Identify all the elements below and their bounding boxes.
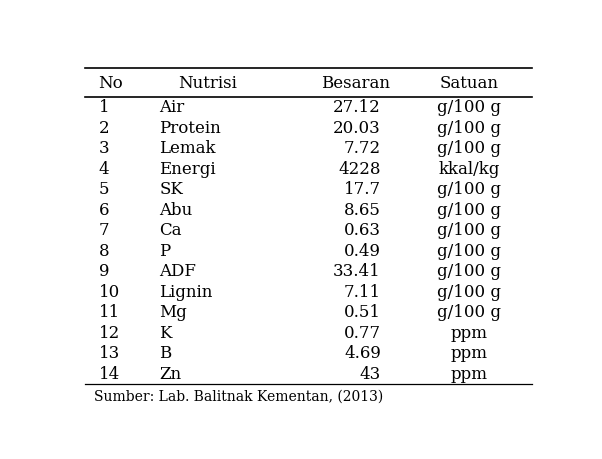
Text: Air: Air bbox=[159, 99, 184, 116]
Text: Satuan: Satuan bbox=[440, 75, 499, 92]
Text: 0.63: 0.63 bbox=[344, 222, 381, 239]
Text: 7.11: 7.11 bbox=[344, 283, 381, 300]
Text: 8: 8 bbox=[99, 242, 109, 259]
Text: Protein: Protein bbox=[159, 120, 221, 137]
Text: Nutrisi: Nutrisi bbox=[178, 75, 237, 92]
Text: 4: 4 bbox=[99, 161, 109, 178]
Text: g/100 g: g/100 g bbox=[438, 222, 501, 239]
Text: 13: 13 bbox=[99, 345, 120, 362]
Text: 6: 6 bbox=[99, 202, 109, 218]
Text: 27.12: 27.12 bbox=[333, 99, 381, 116]
Text: 33.41: 33.41 bbox=[333, 263, 381, 280]
Text: g/100 g: g/100 g bbox=[438, 304, 501, 321]
Text: Mg: Mg bbox=[159, 304, 187, 321]
Text: 2: 2 bbox=[99, 120, 109, 137]
Text: 0.77: 0.77 bbox=[344, 324, 381, 341]
Text: K: K bbox=[159, 324, 172, 341]
Text: ppm: ppm bbox=[451, 365, 488, 382]
Text: 17.7: 17.7 bbox=[344, 181, 381, 198]
Text: P: P bbox=[159, 242, 170, 259]
Text: Energi: Energi bbox=[159, 161, 216, 178]
Text: g/100 g: g/100 g bbox=[438, 140, 501, 157]
Text: 4228: 4228 bbox=[338, 161, 381, 178]
Text: ppm: ppm bbox=[451, 345, 488, 362]
Text: 43: 43 bbox=[359, 365, 381, 382]
Text: g/100 g: g/100 g bbox=[438, 99, 501, 116]
Text: 4.69: 4.69 bbox=[344, 345, 381, 362]
Text: Besaran: Besaran bbox=[321, 75, 389, 92]
Text: g/100 g: g/100 g bbox=[438, 202, 501, 218]
Text: 0.51: 0.51 bbox=[344, 304, 381, 321]
Text: 20.03: 20.03 bbox=[333, 120, 381, 137]
Text: kkal/kg: kkal/kg bbox=[439, 161, 500, 178]
Text: 7.72: 7.72 bbox=[344, 140, 381, 157]
Text: 11: 11 bbox=[99, 304, 120, 321]
Text: 12: 12 bbox=[99, 324, 120, 341]
Text: 7: 7 bbox=[99, 222, 109, 239]
Text: Sumber: Lab. Balitnak Kementan, (2013): Sumber: Lab. Balitnak Kementan, (2013) bbox=[94, 389, 383, 403]
Text: SK: SK bbox=[159, 181, 183, 198]
Text: 3: 3 bbox=[99, 140, 109, 157]
Text: 0.49: 0.49 bbox=[344, 242, 381, 259]
Text: g/100 g: g/100 g bbox=[438, 242, 501, 259]
Text: ADF: ADF bbox=[159, 263, 196, 280]
Text: 14: 14 bbox=[99, 365, 120, 382]
Text: g/100 g: g/100 g bbox=[438, 263, 501, 280]
Text: Lignin: Lignin bbox=[159, 283, 213, 300]
Text: 1: 1 bbox=[99, 99, 109, 116]
Text: g/100 g: g/100 g bbox=[438, 120, 501, 137]
Text: g/100 g: g/100 g bbox=[438, 181, 501, 198]
Text: Zn: Zn bbox=[159, 365, 181, 382]
Text: Lemak: Lemak bbox=[159, 140, 216, 157]
Text: B: B bbox=[159, 345, 172, 362]
Text: 10: 10 bbox=[99, 283, 120, 300]
Text: g/100 g: g/100 g bbox=[438, 283, 501, 300]
Text: 8.65: 8.65 bbox=[344, 202, 381, 218]
Text: Abu: Abu bbox=[159, 202, 193, 218]
Text: Ca: Ca bbox=[159, 222, 182, 239]
Text: 5: 5 bbox=[99, 181, 109, 198]
Text: 9: 9 bbox=[99, 263, 109, 280]
Text: No: No bbox=[99, 75, 123, 92]
Text: ppm: ppm bbox=[451, 324, 488, 341]
